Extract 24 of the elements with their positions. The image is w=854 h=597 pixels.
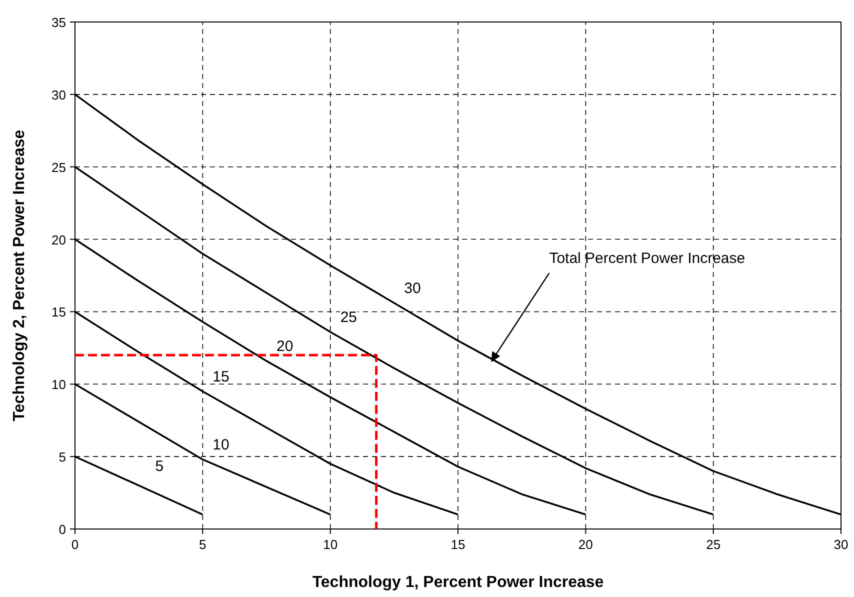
x-tick-label: 20 xyxy=(578,537,593,552)
y-tick-label: 15 xyxy=(52,304,66,320)
annotation: Total Percent Power Increase xyxy=(549,250,746,268)
series-label: 20 xyxy=(276,338,294,355)
y-tick-label: 25 xyxy=(52,160,66,175)
y-axis-title: Technology 2, Percent Power Increase xyxy=(11,130,28,422)
x-tick-label: 25 xyxy=(706,537,721,552)
y-tick-label: 5 xyxy=(58,450,66,465)
series-label: 10 xyxy=(212,436,230,454)
x-tick-label: 10 xyxy=(323,537,338,552)
x-tick-label: 15 xyxy=(450,537,466,552)
y-tick-label: 30 xyxy=(52,87,66,102)
series-label: 30 xyxy=(404,280,421,298)
x-tick-label: 0 xyxy=(71,537,79,552)
y-tick-label: 0 xyxy=(58,522,66,537)
x-tick-label: 5 xyxy=(199,537,206,552)
x-tick-label: 30 xyxy=(834,537,848,552)
y-tick-label: 10 xyxy=(52,377,66,392)
y-tick-label: 35 xyxy=(52,15,66,30)
series-label: 25 xyxy=(340,308,358,326)
series-label: 5 xyxy=(155,458,164,476)
x-axis-title: Technology 1, Percent Power Increase xyxy=(312,574,604,591)
y-tick-label: 20 xyxy=(52,232,66,248)
series-label: 15 xyxy=(212,368,230,386)
